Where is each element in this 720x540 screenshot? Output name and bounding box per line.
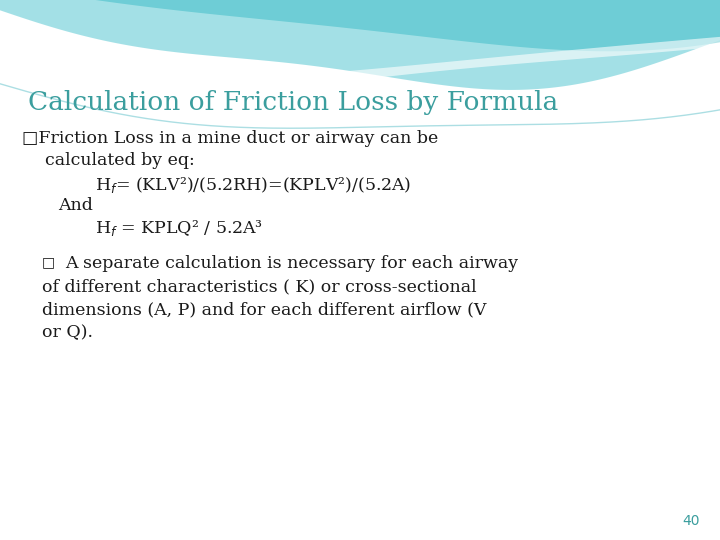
- Text: And: And: [58, 197, 93, 214]
- Polygon shape: [0, 78, 720, 540]
- Text: Calculation of Friction Loss by Formula: Calculation of Friction Loss by Formula: [28, 90, 558, 115]
- Polygon shape: [0, 37, 720, 94]
- Polygon shape: [0, 0, 720, 51]
- Text: A separate calculation is necessary for each airway: A separate calculation is necessary for …: [65, 255, 518, 272]
- Text: or Q).: or Q).: [42, 324, 93, 341]
- Polygon shape: [0, 0, 720, 90]
- Text: H$_f$ = KPLQ² / 5.2A³: H$_f$ = KPLQ² / 5.2A³: [95, 218, 263, 238]
- Text: dimensions (A, P) and for each different airflow (V: dimensions (A, P) and for each different…: [42, 301, 487, 318]
- Text: □Friction Loss in a mine duct or airway can be: □Friction Loss in a mine duct or airway …: [22, 130, 438, 147]
- Text: □: □: [42, 255, 55, 269]
- Text: calculated by eq:: calculated by eq:: [45, 152, 194, 169]
- Text: 40: 40: [683, 514, 700, 528]
- Text: of different characteristics ( K) or cross-sectional: of different characteristics ( K) or cro…: [42, 278, 477, 295]
- Text: H$_f$= (KLV²)/(5.2RH)=(KPLV²)/(5.2A): H$_f$= (KLV²)/(5.2RH)=(KPLV²)/(5.2A): [95, 175, 411, 195]
